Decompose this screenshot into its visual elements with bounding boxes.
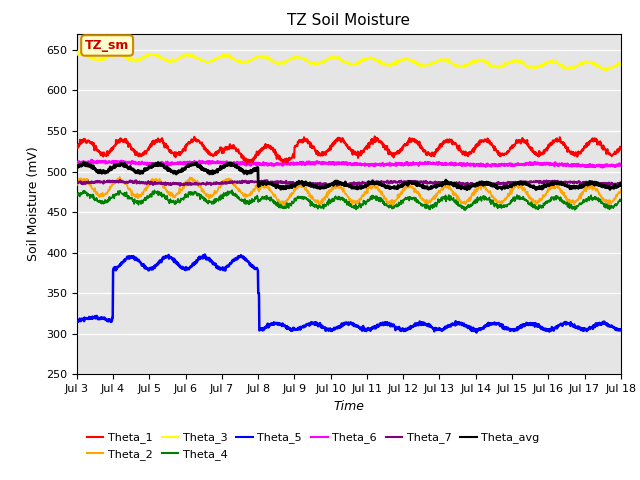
Title: TZ Soil Moisture: TZ Soil Moisture [287, 13, 410, 28]
Legend: Theta_1, Theta_2, Theta_3, Theta_4, Theta_5, Theta_6, Theta_7, Theta_avg: Theta_1, Theta_2, Theta_3, Theta_4, Thet… [83, 428, 544, 464]
X-axis label: Time: Time [333, 400, 364, 413]
Y-axis label: Soil Moisture (mV): Soil Moisture (mV) [28, 146, 40, 262]
Text: TZ_sm: TZ_sm [85, 39, 129, 52]
